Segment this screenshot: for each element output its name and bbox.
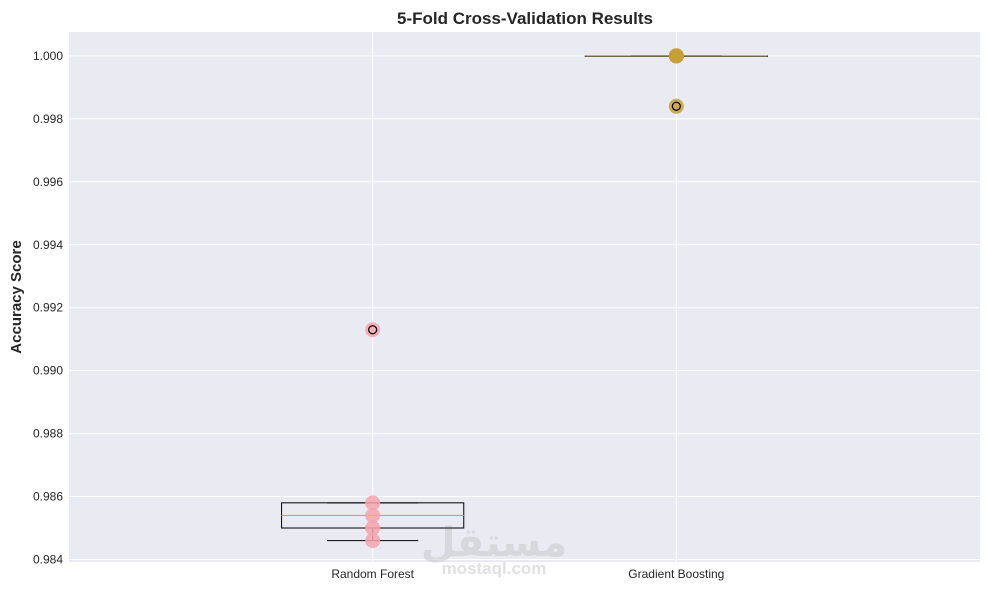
fold-score-point [365,520,381,536]
fold-score-point [668,48,684,64]
y-tick-label: 0.992 [33,301,63,315]
y-tick-label: 0.998 [33,112,63,126]
watermark-latin: mostaql.com [442,559,547,578]
x-axis-ticks: Random Forest Gradient Boosting [331,567,724,581]
y-axis-label: Accuracy Score [8,240,25,353]
grid-lines [69,32,980,562]
chart-title: 5-Fold Cross-Validation Results [397,9,653,28]
x-tick-label: Random Forest [331,567,414,581]
outlier-marker [368,325,378,335]
y-tick-label: 0.986 [33,490,63,504]
y-tick-label: 0.990 [33,364,63,378]
fold-score-point [668,98,684,114]
y-tick-label: 1.000 [33,49,63,63]
fold-score-point [365,495,381,511]
x-tick-label: Gradient Boosting [628,567,724,581]
watermark: مستقل mostaql.com [421,520,567,578]
fold-score-point [365,507,381,523]
y-axis-ticks: 0.984 0.986 0.988 0.990 0.992 0.994 0.996 0.998… [33,49,63,567]
y-tick-label: 0.988 [33,427,63,441]
y-tick-label: 0.994 [33,238,63,252]
plot-area [69,32,980,562]
outlier-marker [671,101,681,111]
fold-score-point [365,322,381,338]
y-tick-label: 0.996 [33,175,63,189]
fold-score-point [365,533,381,549]
data-points [365,48,684,549]
y-tick-label: 0.984 [33,552,63,566]
